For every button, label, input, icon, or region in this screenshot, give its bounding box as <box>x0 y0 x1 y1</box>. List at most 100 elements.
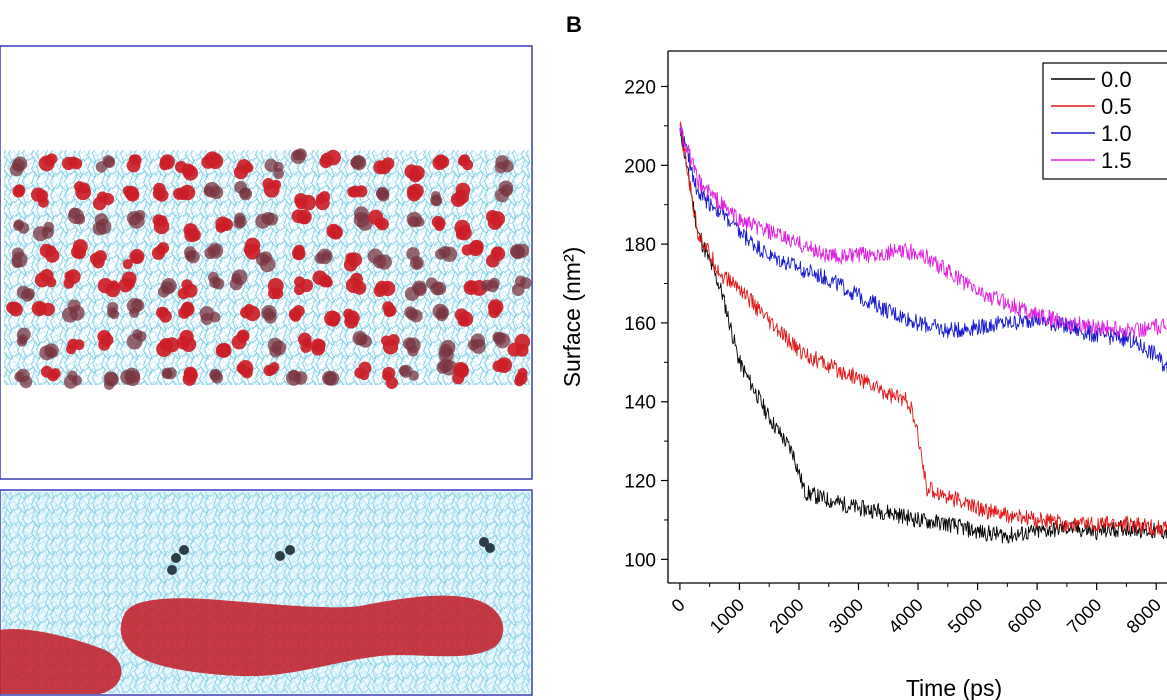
molecule-blob <box>8 302 23 317</box>
molecule-blob <box>297 209 312 225</box>
molecule-blob <box>203 185 215 197</box>
aggregate-surface <box>120 595 504 677</box>
molecule-blob <box>44 343 59 359</box>
molecule-blob <box>67 338 79 350</box>
molecule-blob <box>318 191 331 203</box>
molecule-blob <box>501 160 514 173</box>
molecule-blob <box>70 245 85 259</box>
molecule-blob <box>407 187 422 202</box>
simulation-snapshots <box>0 45 533 696</box>
molecule-blob <box>295 197 308 210</box>
molecule-blob <box>44 248 60 263</box>
molecule-blob <box>436 361 450 374</box>
molecule-blob <box>273 168 284 180</box>
molecule-blob <box>20 288 34 302</box>
molecule-blob <box>487 299 504 315</box>
molecule-blob <box>468 241 484 257</box>
molecule-blob <box>104 372 119 387</box>
legend-label: 1.5 <box>1101 148 1132 173</box>
y-tick-label: 220 <box>624 77 656 98</box>
molecule-blob <box>183 283 198 298</box>
y-tick-label: 160 <box>624 314 656 335</box>
molecule-blob <box>159 159 171 171</box>
molecule-blob <box>376 187 388 200</box>
molecule-blob <box>440 339 456 356</box>
y-tick-label: 140 <box>624 393 656 414</box>
molecule-blob <box>207 242 224 259</box>
solute-molecules <box>167 537 495 575</box>
molecule-clusters <box>6 148 532 391</box>
x-tick-label: 3000 <box>825 595 867 637</box>
molecule-blob <box>220 342 231 353</box>
molecule-blob <box>488 277 500 289</box>
molecule-blob <box>514 333 531 350</box>
molecule-blob <box>243 244 255 256</box>
molecule-blob <box>234 180 248 194</box>
x-tick-label: 8000 <box>1123 595 1165 637</box>
x-tick-label: 2000 <box>765 595 807 637</box>
molecule-blob <box>409 165 425 181</box>
molecule-blob <box>267 287 280 300</box>
molecule-blob <box>406 211 423 228</box>
molecule-blob <box>324 371 340 386</box>
molecule-blob <box>103 156 116 169</box>
molecule-blob <box>463 280 479 296</box>
molecule-blob <box>358 361 372 375</box>
x-tick-label: 4000 <box>884 595 926 637</box>
molecule-blob <box>243 303 255 315</box>
molecule-blob <box>101 192 115 206</box>
molecule-blob <box>514 275 527 287</box>
molecule-blob <box>156 341 172 357</box>
molecule-blob <box>494 332 511 349</box>
molecule-blob <box>16 327 31 342</box>
molecule-blob <box>107 302 119 314</box>
molecule-blob <box>406 247 420 261</box>
molecule-blob <box>231 269 248 286</box>
molecule-blob <box>89 252 103 266</box>
molecule-blob <box>212 277 225 290</box>
molecule-blob <box>353 211 370 228</box>
x-tick-label: 7000 <box>1063 595 1105 637</box>
x-tick-label: 0 <box>668 595 689 616</box>
molecule-blob <box>311 341 326 356</box>
molecule-blob <box>98 338 111 351</box>
molecule-blob <box>65 269 81 285</box>
molecule-blob <box>162 369 173 380</box>
molecule-blob <box>457 156 469 167</box>
molecule-blob <box>497 359 509 371</box>
molecule-blob <box>490 246 506 262</box>
molecule-blob <box>179 329 194 345</box>
molecule-blob <box>50 368 61 379</box>
molecule-blob <box>455 229 467 240</box>
molecule-blob <box>375 280 390 295</box>
molecule-blob <box>30 187 46 202</box>
molecule-blob <box>434 221 445 232</box>
molecule-blob <box>236 363 247 374</box>
legend-label: 0.5 <box>1101 94 1132 119</box>
molecule-blob <box>408 370 419 381</box>
molecule-blob <box>432 303 448 320</box>
molecule-blob <box>19 375 33 389</box>
molecule-blob <box>255 252 270 267</box>
molecule-blob <box>453 361 469 378</box>
molecule-blob <box>67 299 81 313</box>
molecule-blob <box>383 306 395 318</box>
series-line-0.0 <box>679 122 1167 544</box>
molecule-blob <box>126 297 143 314</box>
molecule-blob <box>343 257 358 272</box>
y-tick-label: 200 <box>624 156 656 177</box>
x-tick-label: 5000 <box>944 595 986 637</box>
panel-label: B <box>566 12 582 37</box>
molecule-blob <box>122 259 133 270</box>
molecule-blob <box>200 313 213 326</box>
molecule-blob <box>152 214 165 227</box>
molecule-blob <box>320 250 332 262</box>
molecule-blob <box>294 371 308 385</box>
molecule-blob <box>359 334 372 348</box>
molecule-blob <box>498 180 514 196</box>
molecule-blob <box>236 329 250 343</box>
y-tick-label: 180 <box>624 235 656 256</box>
molecule-blob <box>12 156 28 172</box>
molecule-blob <box>385 376 398 389</box>
